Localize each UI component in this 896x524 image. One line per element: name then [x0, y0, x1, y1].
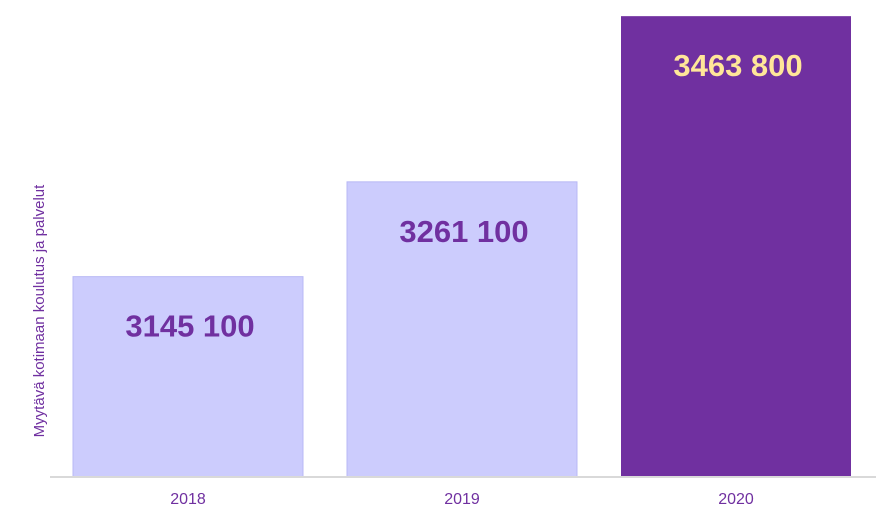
value-label-2020: 3463 800: [673, 48, 802, 83]
value-label-2018: 3145 100: [125, 309, 254, 344]
x-tick-2018: 2018: [170, 491, 206, 508]
x-tick-2019: 2019: [444, 491, 480, 508]
value-labels: 3145 100 3261 100 3463 800: [125, 48, 802, 344]
bar-2020: [621, 16, 851, 477]
x-tick-2020: 2020: [718, 491, 754, 508]
x-tick-labels: 2018 2019 2020: [170, 491, 754, 508]
bar-2019: [346, 181, 578, 478]
y-axis-label: Myytävä kotimaan koulutus ja palvelut: [31, 184, 48, 437]
bars-group: [72, 16, 851, 478]
bar-2018: [72, 276, 304, 478]
value-label-2019: 3261 100: [399, 214, 528, 249]
